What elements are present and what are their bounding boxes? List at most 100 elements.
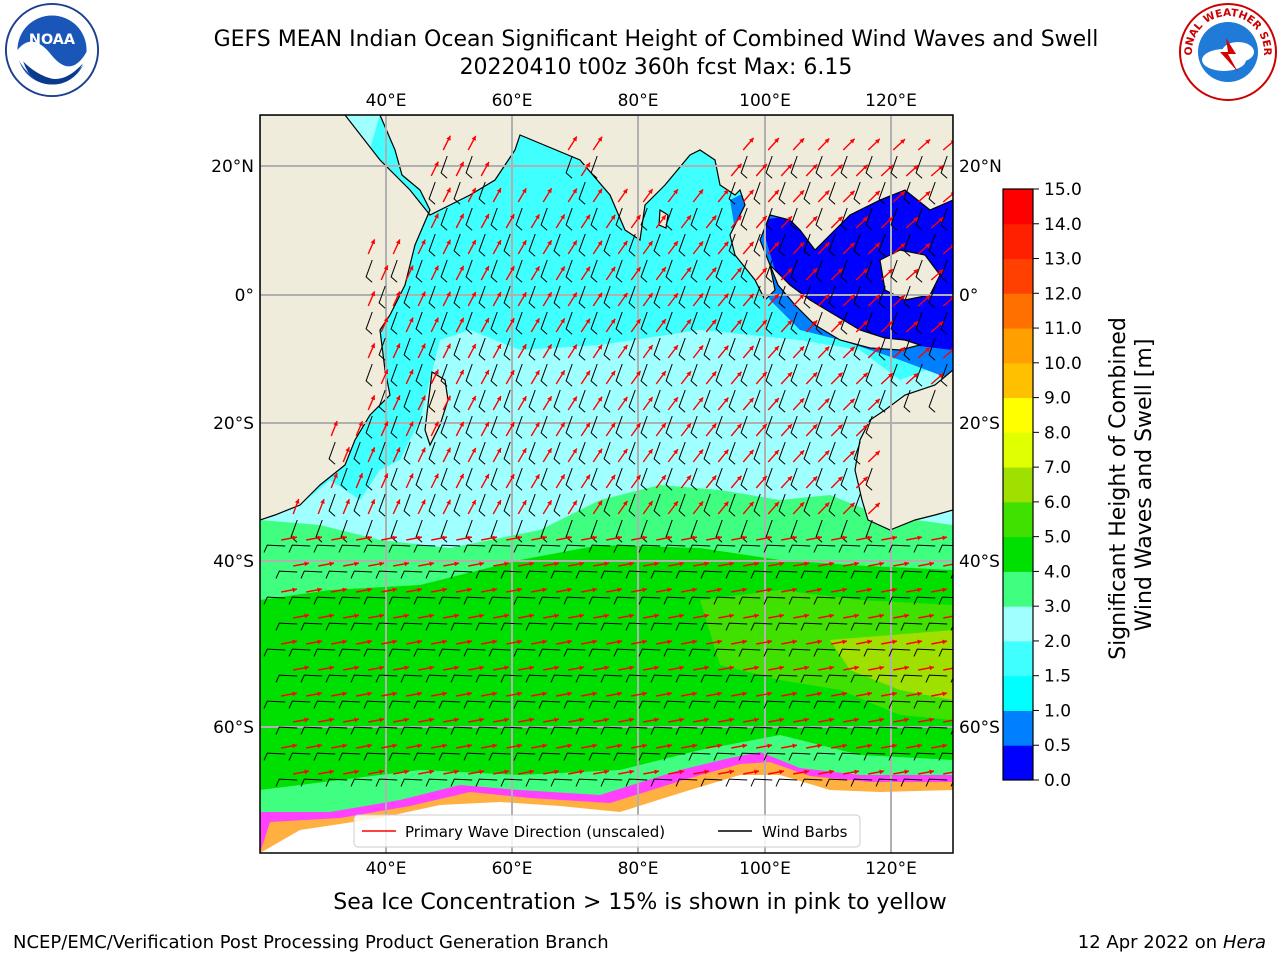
wave-direction-arrowhead [622, 396, 628, 402]
wave-direction-arrowhead [392, 535, 397, 541]
wave-direction-arrowhead [704, 665, 709, 671]
wave-direction-arrowhead [597, 344, 603, 350]
wind-barb [853, 441, 861, 465]
wave-direction-arrowhead [686, 215, 691, 221]
wind-barb [865, 519, 873, 543]
wind-barb [950, 728, 953, 735]
wind-barb [928, 181, 936, 205]
lat-label-right: 20°S [959, 414, 1000, 434]
wind-barb [603, 233, 611, 257]
wave-direction-arrowhead [345, 447, 350, 453]
lon-labels-bottom: 40°E 60°E 80°E 100°E 120°E [366, 859, 917, 879]
wave-direction-arrow [943, 719, 953, 723]
wave-direction-arrowhead [379, 665, 384, 671]
colorbar-label: Significant Height of Combined Wind Wave… [1106, 310, 1157, 660]
wave-direction-arrowhead [392, 691, 397, 697]
wind-barb [338, 596, 361, 605]
wave-direction-arrowhead [774, 398, 779, 403]
wind-barb [788, 700, 811, 709]
wave-direction-arrowhead [900, 243, 905, 248]
wind-barb [840, 311, 848, 335]
wind-barb [753, 389, 761, 413]
wind-barb [463, 648, 486, 657]
wave-direction-arrowhead [723, 189, 729, 195]
wave-direction-arrowhead [904, 665, 909, 671]
wave-direction-arrowhead [471, 343, 476, 349]
wave-direction-arrowhead [892, 639, 897, 645]
wave-direction-arrowhead [842, 743, 847, 749]
wind-barb [650, 726, 673, 735]
wave-direction-arrowhead [667, 743, 672, 749]
wind-barb [600, 726, 623, 735]
wave-direction-arrowhead [597, 188, 603, 194]
wave-direction-arrowhead [592, 535, 597, 541]
wind-barb [925, 622, 948, 631]
wind-barb [590, 207, 598, 231]
wave-direction-arrowhead [354, 613, 359, 619]
wind-barb [903, 389, 911, 413]
wind-barb [425, 674, 448, 683]
wind-barb [840, 363, 848, 387]
wind-barb [900, 726, 923, 735]
wind-barb [813, 596, 836, 605]
wind-barb [625, 570, 648, 579]
wave-direction-arrowhead [542, 743, 547, 749]
colorbar-band [1003, 710, 1033, 746]
wave-direction-arrow [942, 192, 953, 203]
wave-direction-arrowhead [409, 317, 414, 323]
wave-band-5 [700, 590, 953, 720]
wave-direction-arrowhead [522, 448, 527, 454]
lat-labels-left: 20°N 0° 20°S 40°S 60°S [211, 157, 254, 738]
wave-direction-arrowhead [749, 293, 754, 299]
wave-direction-arrowhead [579, 561, 584, 567]
wind-barb [263, 700, 286, 709]
wave-direction-arrowhead [509, 318, 515, 324]
wind-barb [825, 726, 848, 735]
wind-barb [638, 700, 661, 709]
wave-direction-arrowhead [358, 421, 363, 427]
wave-direction-arrowhead [629, 769, 634, 775]
wave-direction-arrowhead [496, 500, 501, 505]
wave-direction-arrowhead [686, 319, 691, 325]
wind-barb [775, 778, 798, 787]
wind-barb [738, 544, 761, 553]
wind-barb [440, 207, 448, 231]
wind-barb [628, 233, 636, 257]
wave-direction-arrowhead [509, 422, 515, 428]
wind-barb [713, 700, 736, 709]
wave-direction-arrow [968, 244, 980, 254]
wave-direction-arrowhead [484, 161, 489, 167]
wind-barb [838, 700, 861, 709]
wind-barb [465, 259, 473, 283]
wind-barb [838, 752, 861, 761]
wave-direction-arrowhead [804, 769, 809, 775]
wind-barb [938, 700, 953, 709]
colorbar-band [1003, 328, 1033, 364]
wind-barb [765, 155, 773, 179]
wave-direction-arrowhead [942, 535, 947, 541]
wave-direction-arrowhead [829, 665, 834, 671]
wind-barb [940, 363, 948, 387]
footer-host: Hera [1222, 932, 1266, 953]
wind-barb [275, 622, 298, 631]
colorbar-tick-label: 2.0 [1044, 632, 1071, 652]
wind-barb [740, 415, 748, 439]
wind-barb [413, 700, 436, 709]
wind-barb [890, 155, 898, 179]
wave-direction-arrowhead [774, 190, 779, 195]
wave-direction-arrowhead [417, 535, 422, 541]
wave-direction-arrowhead [913, 165, 919, 170]
wind-barb [453, 441, 461, 465]
wave-direction-arrowhead [492, 535, 497, 541]
wave-direction-arrowhead [954, 614, 959, 619]
wave-direction-arrowhead [572, 500, 577, 506]
wind-barb [803, 441, 811, 465]
wind-barb [475, 726, 498, 735]
colorbar-band [1003, 189, 1033, 225]
wave-direction-arrowhead [484, 369, 489, 375]
wave-direction-arrowhead [409, 473, 414, 479]
wave-direction-arrowhead [711, 267, 717, 273]
wave-direction-arrowhead [592, 639, 597, 645]
wave-direction-arrowhead [504, 613, 509, 619]
wave-direction-arrowhead [572, 188, 577, 194]
